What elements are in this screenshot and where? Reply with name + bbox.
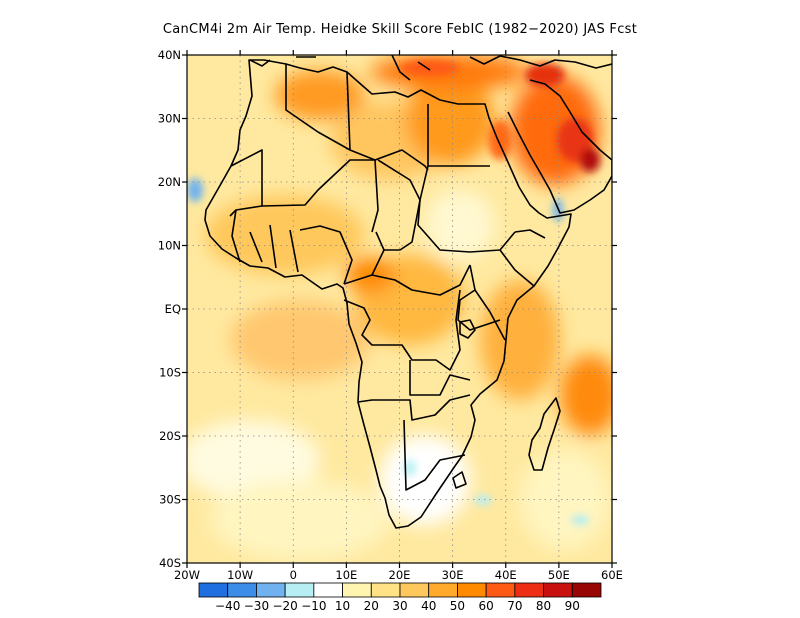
border-horn bbox=[499, 229, 546, 287]
colorbar-swatch bbox=[313, 582, 343, 598]
arabia-coastline bbox=[507, 79, 612, 214]
colorbar-label: 40 bbox=[421, 599, 436, 613]
skill-area-south-atlantic-2 bbox=[210, 480, 390, 560]
skill-peak-south-low-1 bbox=[474, 495, 492, 505]
lon-tick-label: 20W bbox=[174, 568, 200, 582]
colorbar-swatch bbox=[198, 582, 229, 598]
colorbar-label: 20 bbox=[364, 599, 379, 613]
border-west-africa-1 bbox=[231, 209, 299, 273]
lat-tick-label: 20N bbox=[158, 175, 181, 189]
skill-field-peaks bbox=[187, 60, 600, 525]
lat-tick-label: 20S bbox=[159, 429, 181, 443]
lon-tick-label: 10E bbox=[335, 568, 357, 582]
colorbar-swatch bbox=[457, 582, 487, 598]
border-north-africa-2 bbox=[346, 71, 429, 171]
colorbar-label: −10 bbox=[301, 599, 326, 613]
colorbar-swatch bbox=[428, 582, 458, 598]
lon-tick-label: 30E bbox=[442, 568, 464, 582]
map-title: CanCM4i 2m Air Temp. Heidke Skill Score … bbox=[162, 22, 638, 37]
skill-peak-south-low-2 bbox=[571, 515, 589, 525]
lat-tick-label: 10S bbox=[159, 366, 181, 380]
colorbar-label: −40 bbox=[215, 599, 240, 613]
latitude-axis: 40N 30N 20N 10N EQ 10S 20S 30S 40S bbox=[158, 48, 617, 570]
colorbar-label: 10 bbox=[335, 599, 350, 613]
lake-lesotho bbox=[452, 471, 467, 489]
border-southern-africa-3 bbox=[409, 360, 471, 396]
skill-peak-atlantic-low bbox=[187, 178, 203, 202]
colorbar-label: −20 bbox=[272, 599, 297, 613]
border-north-africa-1 bbox=[285, 64, 351, 151]
colorbar-label: 90 bbox=[565, 599, 580, 613]
coastlines-and-borders bbox=[204, 55, 612, 529]
colorbar-label: −30 bbox=[244, 599, 269, 613]
africa-coastline bbox=[204, 59, 572, 529]
mediterranean-north-coast bbox=[249, 55, 612, 81]
skill-field bbox=[187, 55, 612, 560]
lat-tick-label: 30N bbox=[158, 112, 181, 126]
colorbar-swatch bbox=[256, 582, 286, 598]
lon-tick-label: 50E bbox=[548, 568, 570, 582]
lon-tick-label: 40E bbox=[495, 568, 517, 582]
border-central-africa bbox=[343, 249, 471, 296]
lat-tick-label: 40S bbox=[159, 556, 181, 570]
colorbar-label: 50 bbox=[450, 599, 465, 613]
skill-area-indian-ocean bbox=[560, 355, 612, 435]
map-gridlines bbox=[187, 55, 612, 563]
longitude-axis: 20W 10W 0 10E 20E 30E 40E 50E 60E bbox=[174, 50, 623, 582]
border-southern-africa-1 bbox=[357, 394, 471, 421]
skill-peak-south-low-3 bbox=[404, 460, 416, 476]
border-congo-drc bbox=[343, 289, 461, 371]
colorbar: −40 −30 −20 −10 10 20 30 40 50 60 70 80 90 bbox=[198, 582, 602, 613]
colorbar-swatch bbox=[370, 582, 401, 598]
skill-area-south-atlantic bbox=[187, 420, 320, 500]
colorbar-swatch bbox=[284, 582, 315, 598]
skill-peak-mediterranean bbox=[400, 60, 460, 76]
colorbar-label: 30 bbox=[392, 599, 407, 613]
lon-tick-label: 60E bbox=[601, 568, 623, 582]
colorbar-label: 60 bbox=[479, 599, 494, 613]
colorbar-swatch bbox=[514, 582, 544, 598]
lat-tick-label: 40N bbox=[158, 48, 181, 62]
colorbar-label: 70 bbox=[507, 599, 522, 613]
lat-tick-label: 30S bbox=[159, 493, 181, 507]
border-west-africa-2 bbox=[299, 225, 353, 285]
lon-tick-label: 0 bbox=[290, 568, 297, 582]
skill-area-sahel-pale bbox=[425, 190, 495, 260]
skill-area-west-africa bbox=[205, 195, 365, 275]
colorbar-swatch bbox=[399, 582, 430, 598]
lake-victoria bbox=[459, 319, 476, 339]
colorbar-swatch bbox=[342, 582, 372, 598]
skill-area-gulf-guinea bbox=[230, 300, 370, 380]
skill-area-north-africa bbox=[275, 70, 365, 120]
colorbar-swatch bbox=[571, 582, 602, 598]
skill-peak-oman bbox=[580, 148, 600, 172]
border-southern-africa-2 bbox=[403, 419, 466, 491]
lon-tick-label: 20E bbox=[389, 568, 411, 582]
lat-tick-label: EQ bbox=[165, 302, 181, 316]
border-sahel-2 bbox=[261, 159, 379, 233]
colorbar-label: 80 bbox=[536, 599, 551, 613]
colorbar-swatch bbox=[227, 582, 257, 598]
colorbar-swatch bbox=[485, 582, 516, 598]
border-east-africa bbox=[457, 264, 506, 341]
lat-tick-label: 10N bbox=[158, 239, 181, 253]
colorbar-swatch bbox=[543, 582, 573, 598]
madagascar-coastline bbox=[528, 397, 561, 471]
skill-area-ocean-east bbox=[520, 450, 610, 550]
lon-tick-label: 10W bbox=[227, 568, 253, 582]
